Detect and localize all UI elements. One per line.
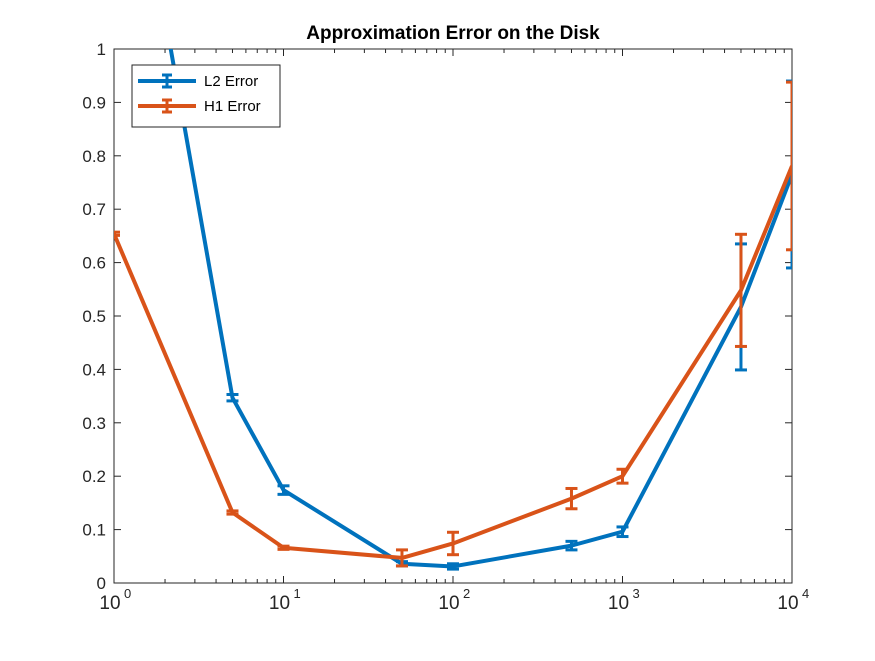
x-tick-label: 10 (608, 593, 629, 614)
y-tick-label: 0.1 (82, 521, 106, 540)
x-tick-exponent: 1 (294, 586, 301, 601)
data-point (570, 545, 572, 547)
x-tick-label: 10 (99, 593, 120, 614)
data-point (570, 498, 572, 500)
legend: L2 Error H1 Error (131, 64, 281, 128)
x-tick-exponent: 3 (633, 586, 640, 601)
chart-title: Approximation Error on the Disk (306, 23, 600, 44)
data-point (622, 475, 623, 477)
data-point (452, 542, 454, 544)
legend-label: H1 Error (204, 98, 261, 115)
legend-box (131, 64, 281, 128)
data-point (231, 512, 233, 514)
y-tick-label: 0 (97, 574, 106, 593)
data-point (622, 531, 623, 533)
data-point (740, 289, 742, 291)
x-tick-label: 10 (777, 593, 798, 614)
y-tick-label: 1 (97, 40, 106, 59)
y-tick-label: 0.4 (82, 360, 106, 379)
y-tick-label: 0.8 (82, 147, 106, 166)
data-point (114, 233, 115, 235)
x-tick-exponent: 0 (124, 586, 131, 601)
data-point (283, 547, 284, 549)
data-point (452, 565, 454, 567)
plot-area (114, 49, 792, 583)
legend-label: L2 Error (204, 73, 258, 90)
y-tick-label: 0.7 (82, 200, 106, 219)
y-tick-label: 0.9 (82, 93, 106, 112)
data-point (401, 557, 403, 559)
x-tick-exponent: 4 (802, 586, 809, 601)
data-point (231, 397, 233, 399)
x-tick-label: 10 (438, 593, 459, 614)
series-layer (114, 49, 792, 571)
series-h1-error (114, 80, 792, 568)
data-point (791, 165, 792, 167)
x-tick-label: 10 (269, 593, 290, 614)
y-tick-label: 0.2 (82, 467, 106, 486)
data-point (283, 489, 284, 491)
x-tick-exponent: 2 (463, 586, 470, 601)
y-tick-label: 0.3 (82, 414, 106, 433)
y-tick-label: 0.5 (82, 307, 106, 326)
y-tick-label: 0.6 (82, 254, 106, 273)
